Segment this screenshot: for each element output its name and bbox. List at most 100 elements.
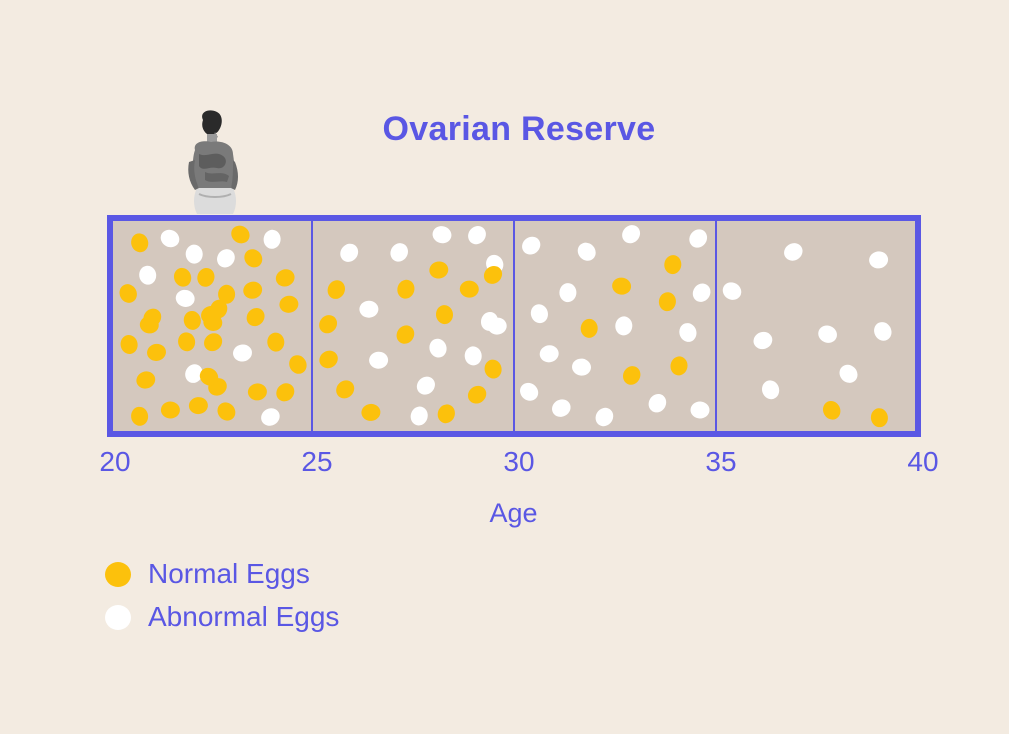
abnormal-egg-point: [468, 225, 486, 245]
abnormal-egg-point: [648, 393, 667, 413]
normal-egg-point: [483, 265, 503, 284]
normal-egg-point: [136, 371, 156, 389]
normal-egg-point: [120, 335, 138, 354]
normal-egg-point: [467, 385, 487, 404]
normal-egg-point: [870, 408, 888, 428]
abnormal-egg-point: [753, 331, 773, 350]
normal-egg-point: [178, 332, 196, 352]
normal-egg-point: [217, 402, 236, 421]
normal-egg-point: [437, 404, 455, 424]
abnormal-egg-point: [722, 282, 742, 300]
abnormal-egg-point: [874, 322, 892, 341]
normal-egg-point: [336, 380, 355, 399]
abnormal-egg-point: [369, 351, 389, 369]
abnormal-egg-point: [530, 304, 548, 324]
abnormal-egg-point: [689, 229, 708, 248]
abnormal-egg-swatch: [105, 604, 131, 630]
legend-item-normal: Normal Eggs: [105, 557, 310, 591]
chart-title: Ovarian Reserve: [382, 110, 656, 148]
abnormal-egg-point: [416, 376, 435, 395]
x-tick-label: 35: [705, 446, 736, 477]
abnormal-egg-point: [869, 251, 889, 269]
abnormal-egg-point: [261, 408, 280, 426]
normal-egg-point: [204, 333, 223, 352]
normal-egg-point: [319, 315, 338, 334]
normal-egg-point: [289, 355, 307, 374]
abnormal-egg-point: [839, 364, 858, 383]
abnormal-egg-point: [690, 401, 710, 419]
normal-egg-point: [429, 261, 449, 279]
abnormal-egg-point: [160, 229, 180, 248]
normal-egg-point: [580, 318, 598, 338]
abnormal-egg-point: [761, 380, 780, 400]
abnormal-egg-point: [185, 364, 203, 383]
abnormal-egg-point: [595, 407, 614, 427]
normal-egg-point: [183, 310, 201, 330]
normal-egg-point: [197, 267, 215, 287]
normal-egg-point: [244, 249, 263, 268]
abnormal-egg-point: [464, 346, 482, 366]
normal-egg-point: [276, 383, 295, 402]
normal-egg-point: [267, 332, 285, 352]
normal-egg-point: [484, 359, 502, 379]
normal-egg-point: [218, 284, 236, 304]
abnormal-egg-point: [522, 236, 541, 255]
abnormal-egg-point: [520, 382, 539, 401]
normal-egg-point: [231, 225, 250, 244]
abnormal-egg-point: [359, 300, 379, 318]
abnormal-egg-point: [390, 243, 408, 262]
normal-egg-point: [670, 356, 688, 376]
normal-egg-swatch: [105, 561, 131, 587]
normal-egg-point: [173, 267, 192, 287]
normal-egg-point: [143, 308, 162, 327]
normal-egg-point: [435, 305, 454, 325]
normal-egg-point: [131, 406, 149, 426]
normal-egg-point: [612, 277, 632, 295]
normal-egg-point: [160, 401, 180, 419]
abnormal-egg-point: [432, 226, 452, 244]
x-tick-label: 20: [99, 446, 130, 477]
abnormal-egg-point: [559, 283, 577, 303]
normal-egg-point: [658, 292, 676, 312]
abnormal-egg-point: [263, 229, 281, 249]
legend-label-abnormal: Abnormal Eggs: [148, 601, 340, 632]
normal-egg-point: [279, 295, 299, 313]
abnormal-egg-point: [622, 225, 641, 244]
abnormal-egg-point: [139, 265, 157, 285]
abnormal-egg-point: [818, 325, 837, 343]
normal-egg-point: [246, 308, 265, 327]
abnormal-egg-point: [410, 406, 428, 426]
normal-egg-point: [397, 279, 415, 299]
normal-egg-point: [664, 255, 682, 275]
normal-egg-point: [396, 325, 415, 344]
abnormal-egg-point: [175, 289, 195, 307]
legend-item-abnormal: Abnormal Eggs: [105, 600, 339, 634]
legend-label-normal: Normal Eggs: [148, 558, 310, 589]
normal-egg-point: [822, 401, 841, 420]
abnormal-egg-point: [480, 311, 499, 331]
abnormal-egg-point: [233, 344, 252, 362]
x-axis-label: Age: [489, 498, 538, 528]
normal-egg-point: [131, 233, 149, 253]
abnormal-egg-point: [217, 249, 235, 268]
abnormal-egg-point: [552, 399, 571, 417]
normal-egg-point: [119, 284, 137, 303]
normal-egg-point: [147, 343, 166, 361]
normal-egg-point: [319, 350, 338, 369]
normal-egg-point: [459, 280, 479, 298]
abnormal-egg-point: [692, 283, 711, 302]
normal-egg-point: [622, 366, 641, 385]
normal-egg-point: [210, 299, 228, 319]
abnormal-egg-point: [679, 323, 697, 342]
chart-border: [107, 215, 921, 437]
normal-egg-point: [199, 367, 219, 386]
woman-sitting-icon: [188, 110, 238, 214]
abnormal-egg-point: [615, 316, 633, 336]
abnormal-egg-point: [577, 242, 596, 261]
abnormal-egg-point: [784, 243, 803, 261]
abnormal-egg-point: [429, 338, 447, 358]
x-tick-label: 40: [907, 446, 938, 477]
x-tick-label: 30: [503, 446, 534, 477]
normal-egg-point: [188, 397, 208, 415]
